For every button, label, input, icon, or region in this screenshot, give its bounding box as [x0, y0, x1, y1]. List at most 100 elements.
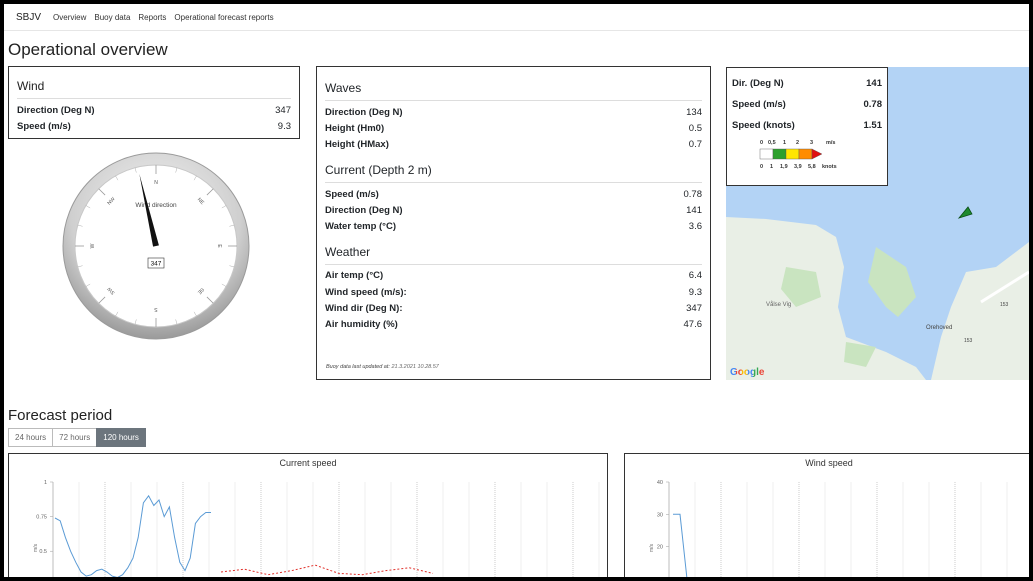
compass-cardinal: NE: [196, 197, 206, 207]
nav-overview[interactable]: Overview: [53, 12, 87, 22]
range-72h-button[interactable]: 72 hours: [52, 428, 98, 447]
y-tick-label: 20: [657, 545, 663, 551]
conditions-panel: Waves Direction (Deg N) 134 Height (Hm0) 0…: [316, 66, 711, 380]
divider: [325, 263, 702, 265]
range-120h-button[interactable]: 120 hours: [96, 428, 146, 447]
map-speed-knots-row: Speed (knots) 1.51: [732, 115, 882, 136]
row-value: 0.7: [688, 139, 702, 151]
google-logo: Google: [730, 367, 764, 378]
map-land-east: [931, 242, 1029, 380]
last-updated-value: 21.3.2021 10.28.57: [391, 364, 439, 370]
y-tick-label: 30: [657, 512, 663, 518]
map[interactable]: Vålse Vig Orehoved 153 153 Dir. (Deg N) 1…: [726, 67, 1029, 380]
current-direction-arrow: [957, 206, 973, 219]
row-label: Air temp (°C): [325, 270, 384, 282]
compass-cardinal: E: [216, 244, 222, 248]
divider: [325, 100, 702, 101]
scale-knots-label: 0: [760, 164, 763, 170]
compass-value: 347: [151, 261, 162, 268]
compass-tick: [175, 319, 178, 325]
compass-cardinal: W: [90, 243, 96, 248]
compass-cardinal: NW: [106, 196, 116, 206]
compass-tick: [77, 224, 83, 227]
map-speed-ms-row: Speed (m/s) 0.78: [732, 94, 882, 115]
scale-ms-labels: 0 0,5 1 2 3 m/s: [760, 140, 835, 146]
compass-cardinals: N NE E SE S SW W NW: [90, 180, 222, 312]
compass-cardinal: SE: [196, 286, 205, 295]
row-value: 0.78: [683, 188, 703, 200]
row-label: Direction (Deg N): [325, 106, 403, 118]
scale-segment: [811, 148, 823, 160]
google-logo-text: Google: [730, 367, 765, 378]
scale-knots-label: knots: [822, 164, 837, 170]
last-updated-label: Buoy data last updated at:: [326, 364, 390, 370]
wind-speed-plot: m/s 40 30 20: [649, 480, 1008, 577]
map-road-label: 153: [964, 338, 973, 344]
wind-direction-compass: N NE E SE S SW W NW Wind direction 347: [62, 152, 250, 340]
y-tick-label: 40: [657, 480, 663, 486]
compass-tick: [115, 311, 119, 317]
compass-cardinal: N: [154, 180, 158, 186]
nav-reports[interactable]: Reports: [138, 12, 167, 22]
row-label: Wind dir (Deg N):: [325, 303, 403, 315]
series-line: [220, 564, 434, 576]
compass-tick: [85, 205, 91, 209]
row-value: 3.6: [688, 221, 702, 233]
compass-tick: [77, 265, 83, 268]
scale-ms-label: 1: [783, 140, 786, 146]
map-park: [781, 267, 821, 307]
map-park: [844, 342, 876, 367]
compass-tick: [98, 188, 106, 196]
range-24h-button[interactable]: 24 hours: [8, 428, 54, 447]
compass-needle: [139, 173, 159, 247]
current-title: Current (Depth 2 m): [325, 162, 432, 177]
row-label: Direction (Deg N): [17, 104, 95, 116]
forecast-title: Forecast period: [8, 407, 113, 424]
compass-tick: [221, 283, 227, 287]
scale-segment: [798, 148, 813, 160]
compass-label: Wind direction: [135, 202, 177, 209]
scale-knots-label: 3,9: [794, 164, 802, 170]
compass-tick: [221, 205, 227, 209]
speed-color-scale: 0 0,5 1 2 3 m/s 0 1 1,9 3,9 5,8 knots: [759, 140, 837, 170]
forecast-range-buttons: 24 hours 72 hours 120 hours: [8, 428, 146, 447]
nav-buoy-data[interactable]: Buoy data: [94, 12, 131, 22]
row-label: Dir. (Deg N): [732, 78, 784, 89]
scale-knots-label: 1,9: [780, 164, 788, 170]
y-tick-label: 0.5: [39, 549, 47, 555]
compass-tick: [206, 188, 214, 196]
waves-direction-row: Direction (Deg N) 134: [325, 104, 702, 120]
compass-value-box: [147, 257, 165, 269]
row-value: 0.78: [863, 99, 883, 110]
wind-dir-weather-row: Wind dir (Deg N): 347: [325, 300, 702, 316]
compass-cardinal: SW: [106, 285, 116, 295]
scale-knots-label: 5,8: [808, 164, 816, 170]
y-tick-label: 1: [44, 480, 47, 486]
air-humidity-row: Air humidity (%) 47.6: [325, 317, 702, 333]
scale-ms-label: 0,5: [768, 140, 776, 146]
compass-tick: [193, 175, 197, 181]
current-speed-row: Speed (m/s) 0.78: [325, 186, 702, 202]
scale-bar: [759, 148, 823, 160]
brand-link[interactable]: SBJV: [16, 11, 42, 23]
waves-title: Waves: [325, 81, 362, 95]
map-park: [868, 247, 916, 317]
row-label: Direction (Deg N): [325, 204, 403, 216]
series-line: [54, 494, 211, 577]
compass-tick: [98, 296, 106, 304]
compass-tick: [134, 319, 137, 325]
weather-title: Weather: [325, 244, 371, 259]
y-axis-label: m/s: [33, 543, 39, 552]
row-value: 134: [686, 106, 702, 118]
nav-operational-forecast-reports[interactable]: Operational forecast reports: [174, 12, 274, 22]
wind-direction-row: Direction (Deg N) 347: [17, 102, 291, 118]
wind-panel: Wind Direction (Deg N) 347 Speed (m/s) 9…: [8, 66, 300, 139]
current-speed-chart: Current speed m/s 1 0.75 0.5: [8, 453, 608, 577]
chart-title: Wind speed: [805, 458, 853, 468]
row-value: 347: [275, 104, 291, 116]
map-road: [980, 270, 1029, 304]
row-label: Speed (m/s): [732, 99, 786, 110]
row-label: Speed (m/s): [17, 120, 71, 132]
wind-title: Wind: [17, 79, 45, 93]
y-axis-label: m/s: [649, 543, 655, 552]
